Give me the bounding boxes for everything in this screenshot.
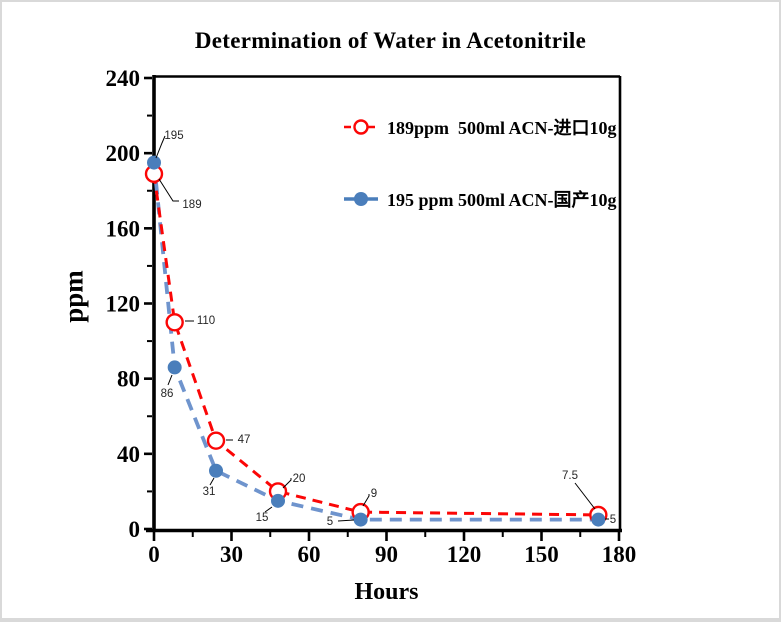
point-label-leader (264, 506, 273, 513)
legend-marker-blue-line-filled-circle (344, 192, 378, 206)
data-point-domestic (353, 512, 368, 527)
legend-label-imported: 189ppm 500ml ACN-进口10g (387, 118, 617, 138)
point-label: 5 (610, 514, 616, 526)
x-tick-label: 90 (375, 542, 398, 567)
data-point-imported (165, 313, 184, 332)
point-label-leader (167, 374, 173, 386)
point-label: 5 (327, 516, 333, 528)
point-label: 195 (164, 130, 183, 142)
legend-marker-red-dashed-open-circle (344, 119, 378, 135)
chart-title: Determination of Water in Acetonitrile (194, 28, 587, 53)
point-label-leader (282, 478, 292, 489)
point-label: 7.5 (562, 470, 578, 482)
point-label: 9 (371, 488, 377, 500)
x-tick-label: 60 (298, 542, 321, 567)
legend-label-domestic: 195 ppm 500ml ACN-国产10g (387, 190, 617, 210)
point-label-leader (337, 519, 355, 522)
x-tick-label: 150 (524, 542, 559, 567)
data-point-imported (206, 431, 226, 450)
point-label: 189 (182, 199, 201, 211)
data-point-domestic (591, 512, 606, 527)
y-tick-label: 160 (106, 216, 141, 241)
series-line-imported-red (152, 173, 599, 517)
x-tick-label: 0 (148, 542, 160, 567)
point-label-leader (362, 494, 370, 507)
y-axis-title: ppm (58, 270, 89, 323)
y-tick-label: 0 (129, 517, 141, 542)
y-tick-label: 240 (106, 66, 141, 91)
series-line-domestic-blue (152, 162, 599, 522)
point-label-leader (155, 135, 166, 159)
y-tick-label: 80 (117, 367, 140, 392)
data-point-domestic (209, 463, 223, 478)
point-label: 86 (161, 388, 174, 400)
data-point-domestic (271, 493, 285, 508)
point-label: 47 (238, 434, 251, 446)
point-label-leader (158, 178, 179, 202)
legend: 189ppm 500ml ACN-进口10g 195 ppm 500ml ACN… (342, 114, 617, 212)
point-label-leader (209, 477, 215, 486)
point-label: 110 (197, 315, 215, 327)
x-axis-title: Hours (354, 579, 419, 605)
x-tick-label: 180 (602, 542, 637, 567)
y-tick-label: 120 (106, 292, 141, 317)
point-label: 15 (256, 512, 269, 524)
x-tick-label: 30 (220, 542, 243, 567)
y-tick-label: 40 (117, 442, 140, 467)
data-point-domestic (167, 360, 182, 375)
x-tick-label: 120 (447, 542, 482, 567)
point-label: 20 (293, 473, 306, 485)
legend-item-imported: 189ppm 500ml ACN-进口10g (342, 114, 617, 140)
point-label: 31 (203, 486, 216, 498)
y-tick-label: 200 (106, 141, 141, 166)
point-label-leader (574, 482, 596, 510)
legend-item-domestic: 195 ppm 500ml ACN-国产10g (342, 186, 617, 212)
data-point-domestic (147, 155, 161, 170)
